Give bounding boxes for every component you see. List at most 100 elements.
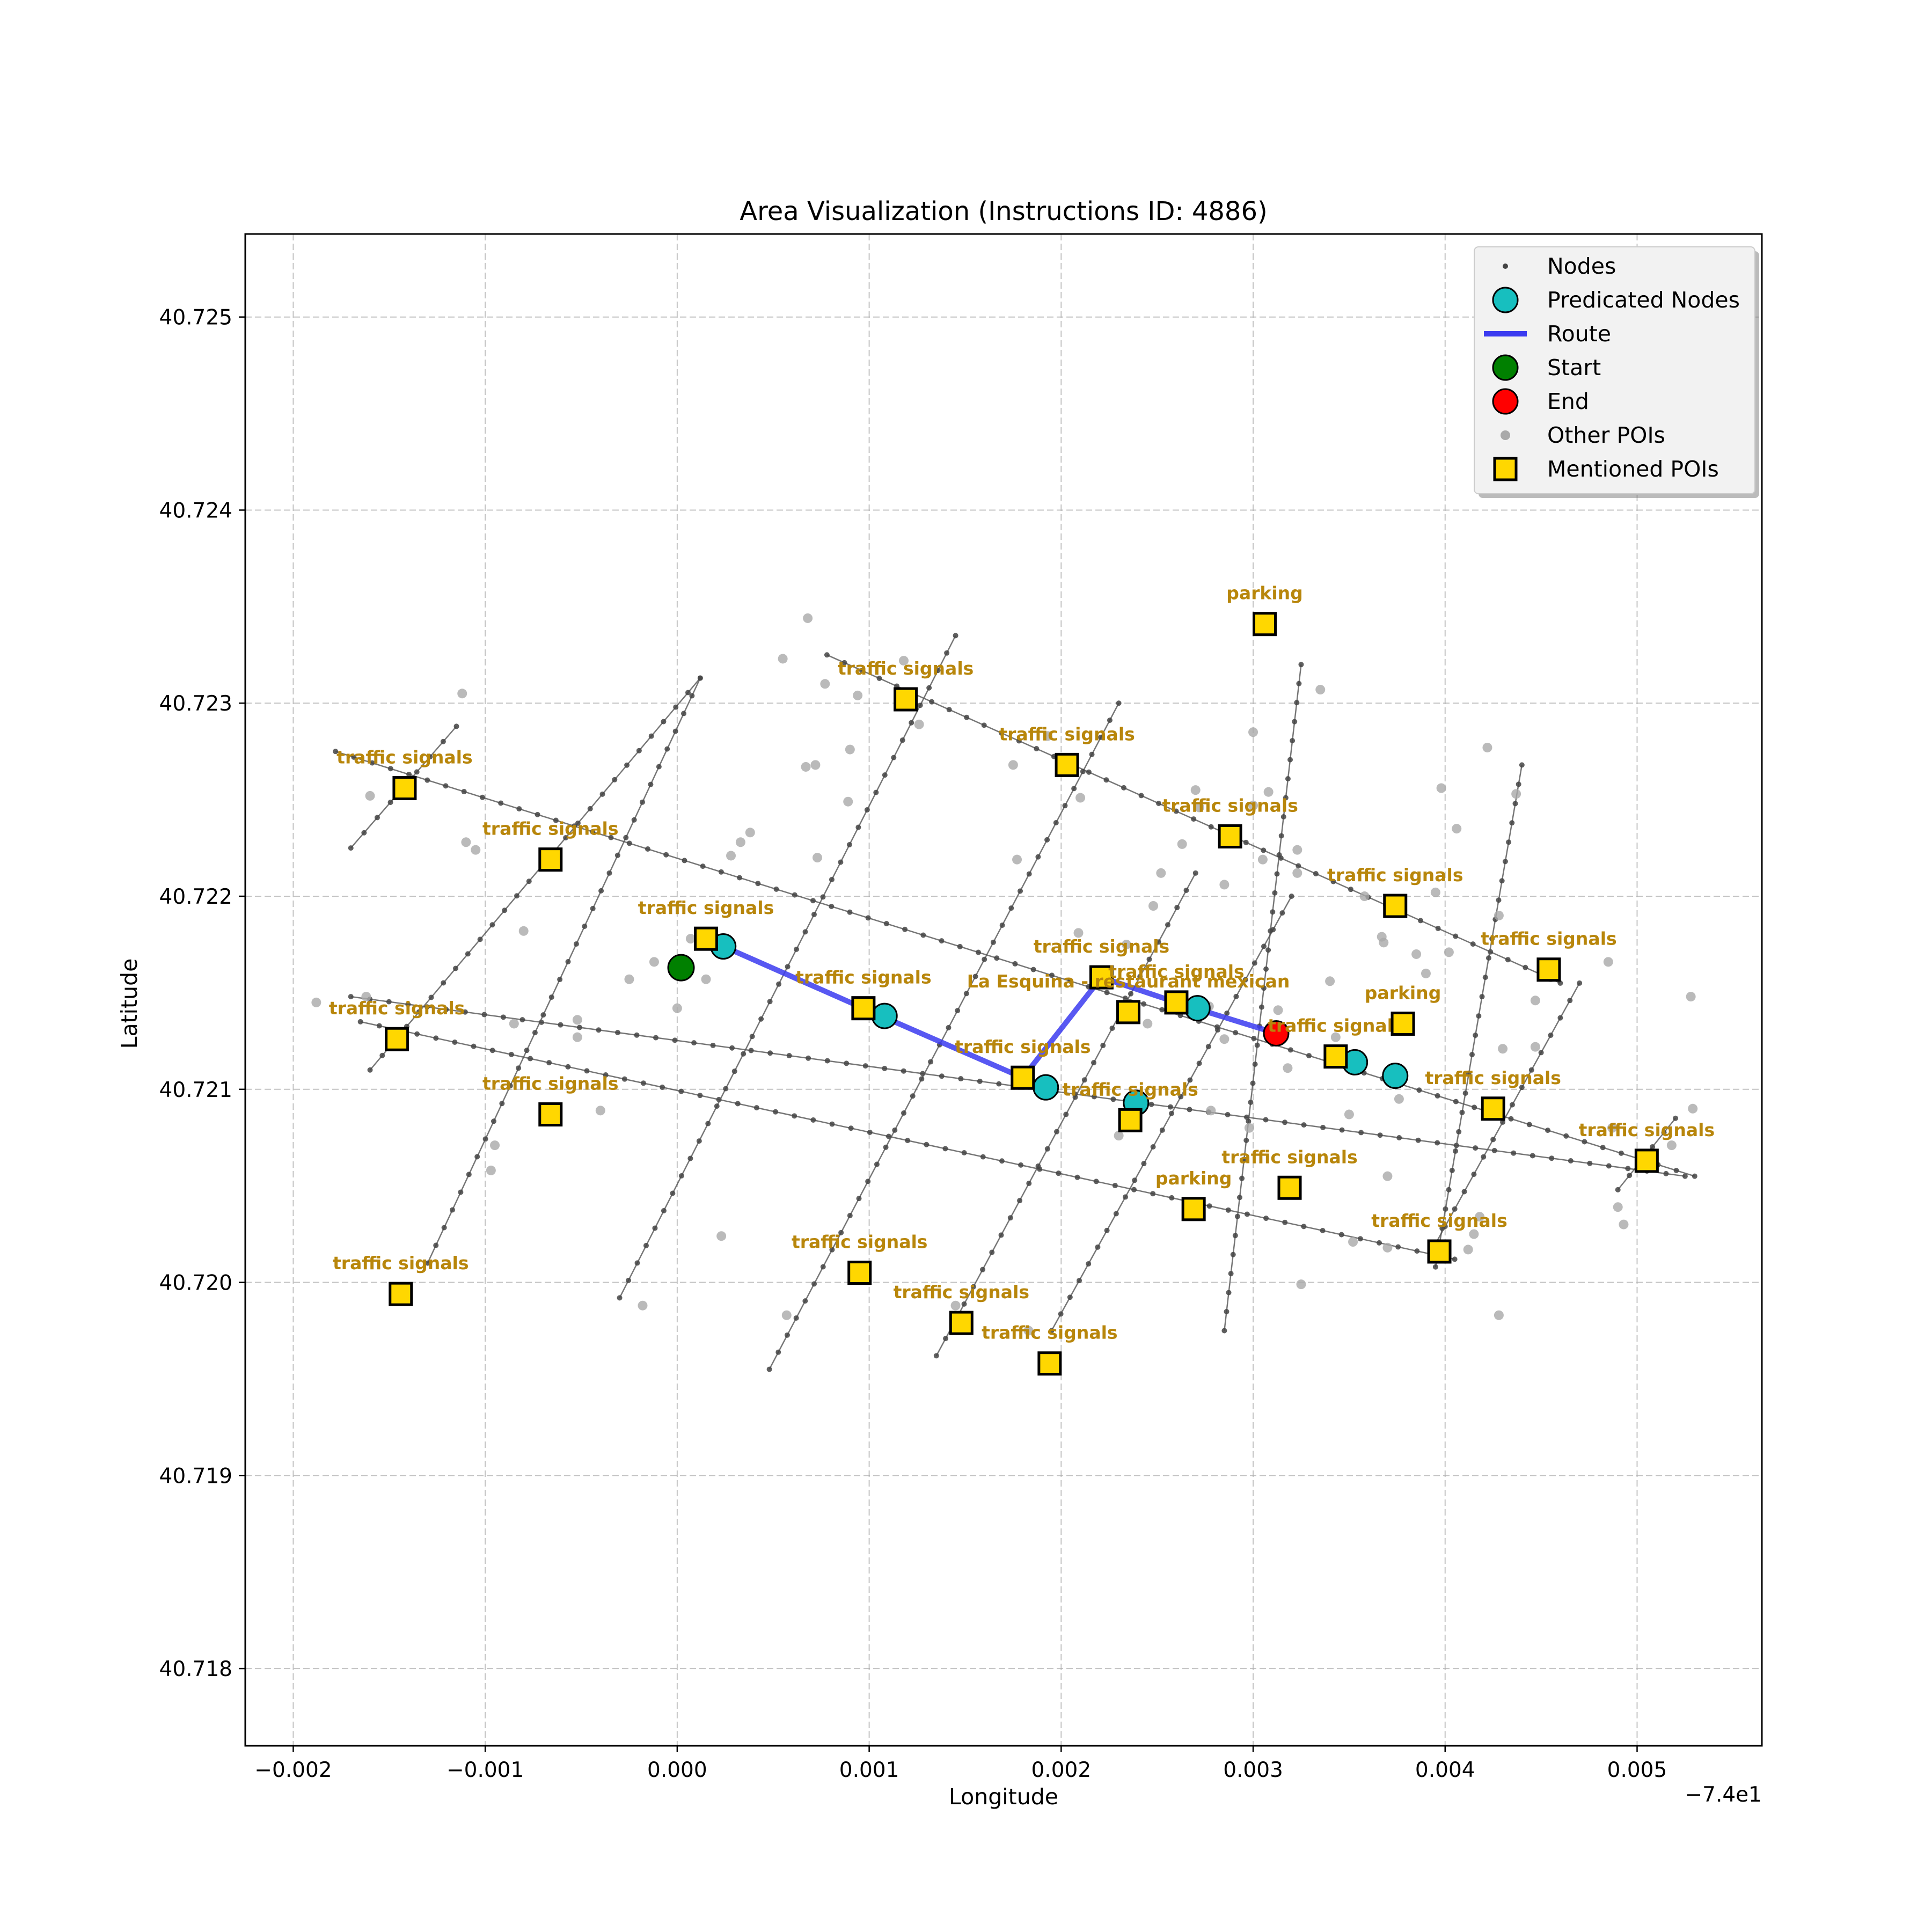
other-poi [813, 853, 823, 863]
street-node [1529, 1153, 1535, 1159]
street-node [1112, 1183, 1118, 1189]
street-node [905, 1138, 911, 1144]
street-node [1263, 1117, 1269, 1123]
street-node [1453, 933, 1459, 939]
street-node [891, 755, 897, 760]
mentioned-poi-label: traffic signals [1108, 961, 1244, 982]
street-node [1549, 1155, 1555, 1161]
mentioned-poi-label: traffic signals [1481, 928, 1616, 949]
street-node [999, 1158, 1005, 1164]
street-node [1018, 1162, 1024, 1168]
street-node [424, 1004, 430, 1010]
street-node [433, 1035, 439, 1041]
mentioned-poi-label: traffic signals [982, 1322, 1117, 1343]
street-node [1416, 1087, 1422, 1093]
other-poi [1619, 1219, 1629, 1230]
street-node [1104, 1227, 1110, 1233]
street-node [1116, 700, 1122, 706]
street-node [1138, 793, 1144, 799]
street-node [729, 1045, 735, 1051]
street-node [450, 1207, 456, 1213]
other-poi [745, 828, 755, 838]
street-node [829, 876, 835, 882]
street-node [387, 800, 393, 806]
other-poi [1219, 880, 1230, 890]
other-poi [914, 719, 924, 729]
mentioned-poi-marker [1383, 894, 1408, 918]
street-node [471, 1043, 477, 1049]
mentioned-poi-label: traffic signals [795, 967, 931, 988]
other-poi [595, 1106, 605, 1116]
street-node [785, 964, 791, 970]
street-node [528, 1056, 533, 1062]
mentioned-poi-marker [1181, 1197, 1206, 1221]
street-node [489, 1048, 495, 1053]
street-node [1113, 1211, 1119, 1217]
street-node [1035, 854, 1041, 860]
y-tick-label: 40.720 [159, 1271, 232, 1296]
street-node [883, 921, 889, 927]
other-poi [1194, 802, 1204, 813]
street-node [824, 1058, 830, 1064]
street-node [806, 1055, 811, 1061]
street-node [1545, 1128, 1550, 1133]
street-node [989, 1249, 995, 1255]
street-node [1618, 1150, 1624, 1156]
street-node [1274, 871, 1280, 877]
y-tick-label: 40.721 [159, 1078, 232, 1102]
street-node [500, 1014, 506, 1020]
street-node [961, 1150, 967, 1156]
other-poi [486, 1165, 496, 1175]
street-node [507, 1083, 513, 1089]
street-node [606, 870, 612, 876]
street-node [1221, 1328, 1227, 1334]
street-node [1538, 1050, 1544, 1056]
street-node [859, 668, 865, 674]
other-poi [1359, 891, 1370, 902]
street-node [582, 923, 588, 929]
mentioned-poi-label: traffic signals [1034, 936, 1169, 957]
other-poi [1257, 854, 1268, 865]
street-node [775, 1349, 781, 1355]
predicated-node [1033, 1074, 1059, 1101]
street-node [829, 1121, 835, 1127]
street-node [1453, 1148, 1459, 1154]
street-node [634, 1260, 640, 1266]
street-node [792, 1113, 797, 1119]
street-node [917, 702, 923, 708]
mentioned-poi-marker [1253, 612, 1277, 636]
other-poi [1382, 1242, 1393, 1253]
street-node [1165, 922, 1170, 928]
street-node [1294, 700, 1300, 706]
street-node [1261, 847, 1267, 853]
street-node [691, 1040, 697, 1046]
street-node [575, 820, 581, 826]
street-node [844, 1060, 850, 1066]
other-poi [649, 957, 659, 967]
other-poi [778, 654, 788, 664]
street-node [685, 690, 691, 696]
street-node [1461, 1189, 1467, 1195]
street-node [848, 1125, 854, 1131]
mentioned-pois: traffic signals traffic signals traffic si… [329, 583, 1715, 1376]
other-poi [1206, 1106, 1216, 1116]
mentioned-poi-label: traffic signals [336, 747, 472, 768]
mentioned-poi-marker [538, 1102, 563, 1127]
street-node [964, 714, 970, 720]
street-node [367, 1067, 373, 1073]
street-node [1615, 1187, 1621, 1192]
street-node [1141, 1161, 1147, 1167]
mentioned-poi-label: traffic signals [999, 723, 1135, 744]
street-node [1301, 1122, 1307, 1128]
street-node [1150, 1144, 1156, 1150]
street-node [1091, 1094, 1097, 1100]
street-node [946, 707, 952, 713]
street-node [1272, 890, 1278, 896]
mentioned-poi-marker [1116, 1000, 1141, 1024]
other-poi [1686, 992, 1696, 1002]
street-node [810, 898, 816, 904]
mentioned-poi-marker [389, 1282, 413, 1306]
mentioned-poi-marker [538, 847, 563, 872]
street-node [1035, 1163, 1041, 1169]
other-poi [1666, 1140, 1677, 1151]
